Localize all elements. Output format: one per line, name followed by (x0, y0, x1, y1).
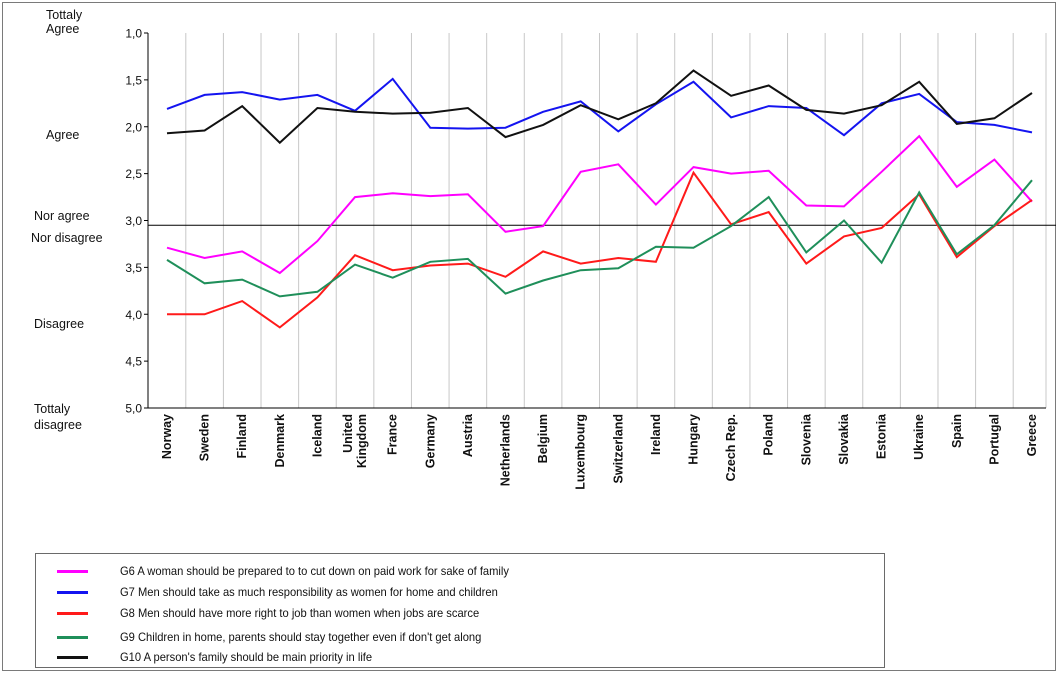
x-tick-label: Netherlands (498, 414, 512, 486)
x-tick-label: Ukraine (912, 414, 926, 460)
x-tick-label: Belgium (536, 414, 550, 463)
x-tick-label: Portugal (987, 414, 1001, 465)
x-tick-label: Iceland (310, 414, 324, 457)
y-category-label: Nor agree Nor disagree (31, 209, 103, 245)
y-tick-label: 4,0 (125, 308, 142, 322)
x-tick-label: Luxembourg (574, 414, 588, 490)
x-tick-label: Austria (461, 413, 475, 457)
legend-label: G8 Men should have more right to job tha… (120, 606, 480, 620)
legend: G6 A woman should be prepared to to cut … (35, 553, 885, 668)
y-tick-label: 1,5 (125, 73, 142, 87)
x-tick-label: Sweden (198, 414, 212, 461)
x-tick-label: Finland (235, 414, 249, 458)
series-line-4 (166, 179, 1033, 298)
legend-item: G7 Men should take as much responsibilit… (36, 582, 884, 602)
y-tick-label: 2,5 (125, 167, 142, 181)
y-category-label: Agree (46, 128, 79, 142)
x-tick-label: Norway (160, 414, 174, 459)
series-line-1 (166, 134, 1033, 275)
legend-item: G6 A woman should be prepared to to cut … (36, 561, 884, 581)
x-tick-label: UnitedKingdom (341, 414, 369, 468)
series-line-5 (166, 69, 1033, 145)
y-category-label: Tottaly disagree (34, 402, 82, 432)
legend-label: G9 Children in home, parents should stay… (120, 630, 482, 644)
x-tick-label: Hungary (687, 414, 701, 465)
y-tick-label: 5,0 (125, 402, 142, 416)
legend-swatch (57, 569, 88, 573)
x-tick-label: Greece (1025, 414, 1039, 456)
x-tick-label: Spain (950, 414, 964, 448)
x-tick-label: France (386, 414, 400, 455)
x-tick-label: Estonia (875, 413, 889, 459)
y-tick-label: 2,0 (125, 120, 142, 134)
plot-area (148, 33, 1046, 408)
x-tick-label: Denmark (273, 414, 287, 468)
x-tick-label: Slovakia (837, 413, 851, 465)
legend-item: G10 A person's family should be main pri… (36, 647, 884, 667)
y-category-label: Tottaly Agree (46, 8, 83, 36)
x-tick-label: Poland (762, 414, 776, 456)
legend-label: G10 A person's family should be main pri… (120, 650, 373, 664)
legend-swatch (57, 635, 88, 639)
x-tick-label: Switzerland (611, 414, 625, 483)
x-tick-label: Ireland (649, 414, 663, 455)
x-tick-label: Germany (423, 414, 437, 468)
y-tick-label: 4,5 (125, 355, 142, 369)
y-tick-label: 3,5 (125, 261, 142, 275)
y-tick-label: 3,0 (125, 214, 142, 228)
y-tick-label: 1,0 (125, 27, 142, 41)
legend-swatch (57, 655, 88, 659)
x-tick-label: Slovenia (799, 413, 813, 465)
legend-label: G6 A woman should be prepared to to cut … (120, 564, 509, 578)
legend-label: G7 Men should take as much responsibilit… (120, 585, 498, 599)
legend-item: G8 Men should have more right to job tha… (36, 603, 884, 623)
y-category-label: Disagree (34, 317, 84, 331)
x-tick-label: Czech Rep. (724, 414, 738, 481)
series-line-3 (167, 170, 1033, 329)
legend-item: G9 Children in home, parents should stay… (36, 627, 884, 647)
legend-swatch (57, 611, 88, 615)
legend-swatch (57, 590, 88, 594)
